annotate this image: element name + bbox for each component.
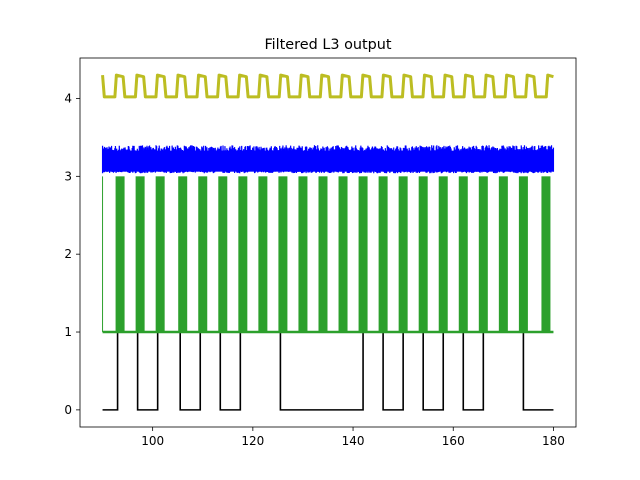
series-noise-band — [101, 145, 555, 174]
x-axis: 100 120 140 160 180 — [141, 427, 565, 448]
burst-bar — [518, 176, 528, 333]
burst-bar — [135, 176, 145, 333]
burst-bar — [298, 176, 308, 333]
series-bursts — [102, 176, 554, 334]
digital-signal-line — [102, 331, 554, 411]
series-digital — [102, 331, 554, 411]
burst-bar — [541, 176, 551, 333]
burst-bar — [115, 176, 125, 333]
x-tick-label: 180 — [542, 434, 565, 448]
plot-area — [101, 73, 555, 411]
y-axis: 0 1 2 3 4 — [64, 91, 80, 417]
burst-bar — [498, 176, 508, 333]
burst-bar — [218, 176, 228, 333]
y-tick-label: 2 — [64, 247, 72, 261]
burst-bar — [238, 176, 248, 333]
x-tick-label: 100 — [141, 434, 164, 448]
y-tick-label: 1 — [64, 325, 72, 339]
series-square-wave — [101, 73, 554, 99]
burst-bar — [438, 176, 448, 333]
burst-bar — [378, 176, 388, 333]
burst-bar — [155, 176, 165, 333]
burst-bar — [258, 176, 268, 333]
y-tick-label: 4 — [64, 91, 72, 105]
burst-bar — [278, 176, 288, 333]
y-tick-label: 0 — [64, 403, 72, 417]
burst-bar — [418, 176, 428, 333]
y-tick-label: 3 — [64, 169, 72, 183]
burst-bar — [198, 176, 208, 333]
burst-bar — [178, 176, 188, 333]
x-tick-label: 140 — [342, 434, 365, 448]
burst-bar — [338, 176, 348, 333]
burst-bar — [458, 176, 468, 333]
axes-frame — [79, 57, 577, 428]
x-tick-label: 120 — [241, 434, 264, 448]
x-tick-label: 160 — [442, 434, 465, 448]
burst-bar — [318, 176, 328, 333]
chart-title: Filtered L3 output — [264, 37, 391, 53]
burst-bar — [478, 176, 488, 333]
burst-bar — [358, 176, 368, 333]
square-wave-line — [101, 73, 554, 99]
burst-bar — [398, 176, 408, 333]
noise-band-trace — [101, 145, 555, 174]
